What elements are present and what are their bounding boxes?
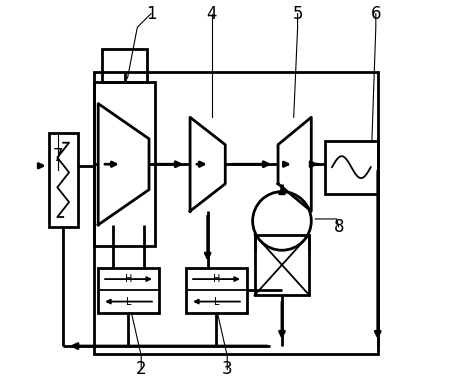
Text: 5: 5 xyxy=(292,5,303,23)
Text: 8: 8 xyxy=(333,218,344,236)
Text: 7: 7 xyxy=(53,147,63,165)
Text: L: L xyxy=(126,296,131,307)
Text: 1: 1 xyxy=(146,5,156,23)
Text: H: H xyxy=(213,274,220,284)
Text: 4: 4 xyxy=(206,5,217,23)
Bar xyxy=(94,72,378,354)
Bar xyxy=(98,268,159,313)
Text: 6: 6 xyxy=(371,5,381,23)
Text: 2: 2 xyxy=(136,361,146,378)
Bar xyxy=(102,49,147,82)
Bar xyxy=(186,268,247,313)
Bar xyxy=(255,235,310,295)
Bar xyxy=(325,141,378,194)
Bar xyxy=(48,133,78,227)
Bar xyxy=(94,82,155,246)
Text: L: L xyxy=(214,296,219,307)
Text: H: H xyxy=(125,274,132,284)
Text: 3: 3 xyxy=(222,361,233,378)
